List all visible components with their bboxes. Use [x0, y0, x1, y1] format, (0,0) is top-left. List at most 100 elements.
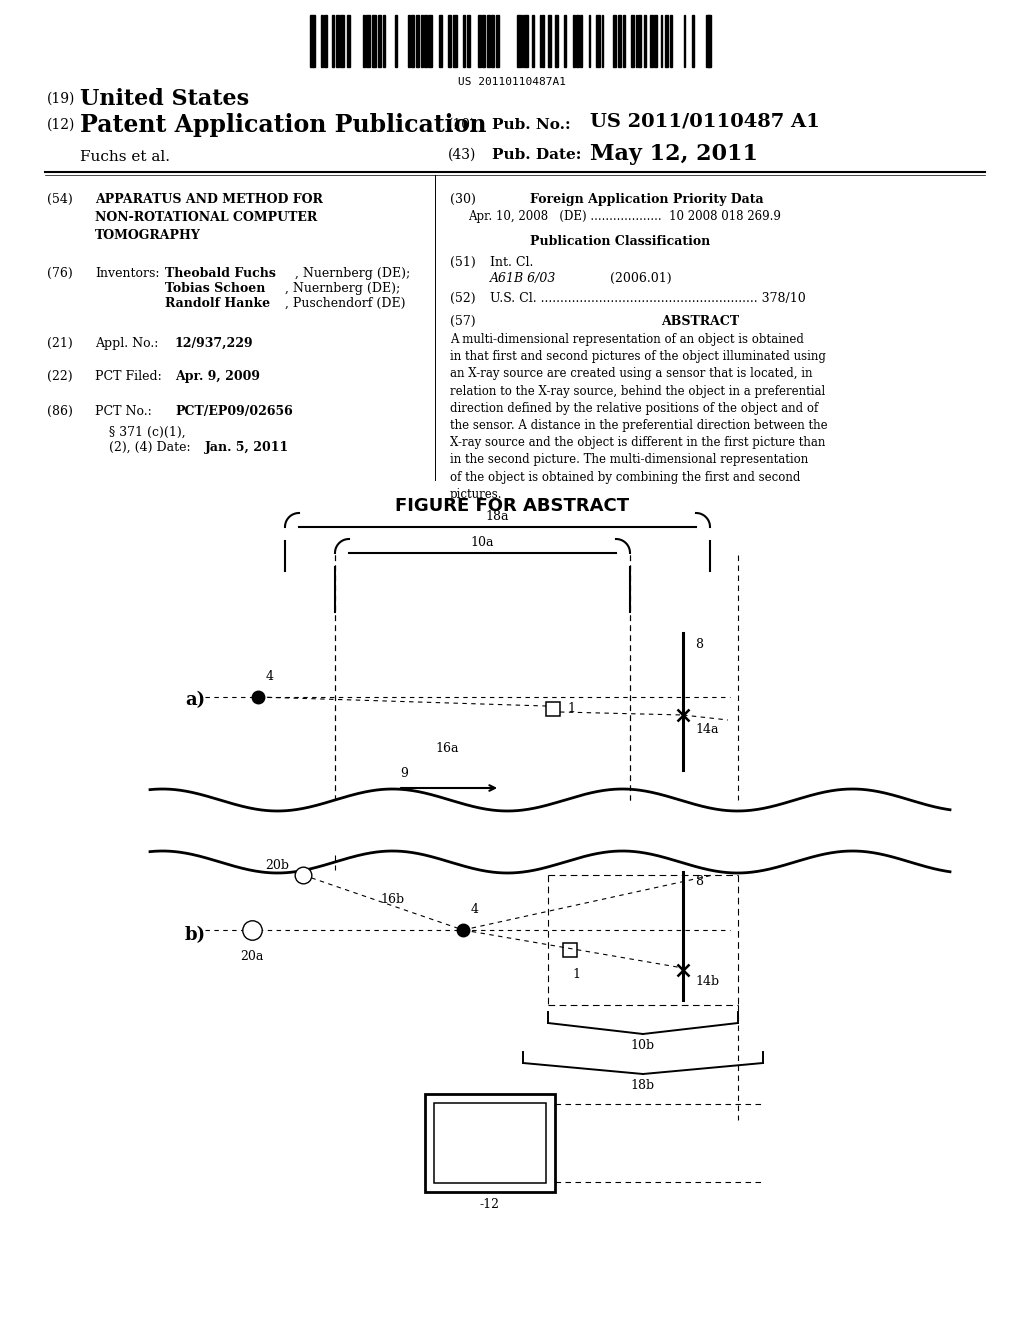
- Text: a): a): [185, 690, 205, 709]
- Text: Fuchs et al.: Fuchs et al.: [80, 150, 170, 164]
- Text: 10b: 10b: [631, 1039, 655, 1052]
- Bar: [589, 15, 590, 67]
- Text: Int. Cl.: Int. Cl.: [490, 256, 534, 269]
- Text: 8: 8: [695, 875, 703, 888]
- Bar: [487, 15, 489, 67]
- Text: (21): (21): [47, 337, 73, 350]
- Bar: [649, 15, 653, 67]
- Bar: [447, 15, 451, 67]
- Text: (76): (76): [47, 267, 73, 280]
- Text: (86): (86): [47, 405, 73, 418]
- Bar: [313, 15, 314, 67]
- Bar: [555, 15, 558, 67]
- Bar: [409, 15, 410, 67]
- Text: 12/937,229: 12/937,229: [175, 337, 254, 350]
- Bar: [434, 1104, 546, 1183]
- Bar: [395, 15, 397, 67]
- Bar: [706, 15, 708, 67]
- Text: (10): (10): [449, 117, 476, 132]
- Text: 18a: 18a: [485, 510, 509, 523]
- Bar: [575, 15, 580, 67]
- Bar: [482, 15, 485, 67]
- Bar: [548, 15, 551, 67]
- Bar: [325, 15, 328, 67]
- Bar: [417, 15, 419, 67]
- Bar: [708, 15, 711, 67]
- Text: Apr. 10, 2008   (DE) ...................  10 2008 018 269.9: Apr. 10, 2008 (DE) ................... 1…: [468, 210, 781, 223]
- Text: 16a: 16a: [435, 742, 459, 755]
- Bar: [497, 15, 499, 67]
- Bar: [531, 15, 534, 67]
- Bar: [383, 15, 385, 67]
- Bar: [638, 15, 641, 67]
- Text: A multi-dimensional representation of an object is obtained
in that first and se: A multi-dimensional representation of an…: [450, 333, 827, 500]
- Text: May 12, 2011: May 12, 2011: [590, 143, 758, 165]
- Bar: [478, 15, 481, 67]
- Text: 10a: 10a: [470, 536, 494, 549]
- Text: PCT/EP09/02656: PCT/EP09/02656: [175, 405, 293, 418]
- Text: , Puschendorf (DE): , Puschendorf (DE): [285, 297, 406, 310]
- Bar: [340, 15, 344, 67]
- Bar: [378, 15, 381, 67]
- Text: , Nuernberg (DE);: , Nuernberg (DE);: [295, 267, 411, 280]
- Text: 1: 1: [572, 968, 580, 981]
- Bar: [428, 15, 432, 67]
- Text: United States: United States: [80, 88, 249, 110]
- Bar: [521, 15, 523, 67]
- Text: PCT No.:: PCT No.:: [95, 405, 152, 418]
- Text: 9: 9: [400, 767, 408, 780]
- Bar: [490, 15, 495, 67]
- Text: (30): (30): [450, 193, 476, 206]
- Text: US 20110110487A1: US 20110110487A1: [458, 77, 566, 87]
- Bar: [624, 15, 625, 67]
- Bar: [618, 15, 622, 67]
- Bar: [580, 15, 582, 67]
- Text: FIGURE FOR ABSTRACT: FIGURE FOR ABSTRACT: [395, 498, 629, 515]
- Text: ABSTRACT: ABSTRACT: [660, 315, 739, 327]
- Text: 4: 4: [471, 903, 479, 916]
- Text: , Nuernberg (DE);: , Nuernberg (DE);: [285, 282, 400, 294]
- Text: 20b: 20b: [265, 859, 289, 873]
- Text: 14a: 14a: [695, 723, 719, 737]
- Text: (19): (19): [47, 92, 76, 106]
- Text: -12: -12: [480, 1199, 500, 1210]
- Bar: [347, 15, 350, 67]
- Bar: [546, 702, 560, 715]
- Bar: [322, 15, 324, 67]
- Text: (2), (4) Date:: (2), (4) Date:: [109, 441, 190, 454]
- Text: (2006.01): (2006.01): [610, 272, 672, 285]
- Bar: [692, 15, 694, 67]
- Text: Apr. 9, 2009: Apr. 9, 2009: [175, 370, 260, 383]
- Text: (57): (57): [450, 315, 475, 327]
- Text: Randolf Hanke: Randolf Hanke: [165, 297, 270, 310]
- Text: 16b: 16b: [380, 894, 404, 906]
- Text: (51): (51): [450, 256, 476, 269]
- Bar: [366, 15, 370, 67]
- Text: 4: 4: [266, 671, 274, 682]
- Bar: [542, 15, 544, 67]
- Text: PCT Filed:: PCT Filed:: [95, 370, 162, 383]
- Text: US 2011/0110487 A1: US 2011/0110487 A1: [590, 114, 820, 131]
- Bar: [644, 15, 645, 67]
- Text: Publication Classification: Publication Classification: [530, 235, 711, 248]
- Bar: [665, 15, 669, 67]
- Bar: [336, 15, 339, 67]
- Text: U.S. Cl. ........................................................ 378/10: U.S. Cl. ...............................…: [490, 292, 806, 305]
- Bar: [684, 15, 685, 67]
- Bar: [332, 15, 334, 67]
- Text: b): b): [185, 927, 206, 944]
- Bar: [670, 15, 672, 67]
- Text: Pub. No.:: Pub. No.:: [492, 117, 570, 132]
- Text: Patent Application Publication: Patent Application Publication: [80, 114, 486, 137]
- Bar: [463, 15, 465, 67]
- Bar: [632, 15, 634, 67]
- Text: Jan. 5, 2011: Jan. 5, 2011: [205, 441, 289, 454]
- Text: 1: 1: [567, 702, 575, 715]
- Bar: [421, 15, 423, 67]
- Bar: [653, 15, 656, 67]
- Bar: [564, 15, 566, 67]
- Text: Inventors:: Inventors:: [95, 267, 160, 280]
- Text: 14b: 14b: [695, 975, 719, 987]
- Text: (54): (54): [47, 193, 73, 206]
- Bar: [438, 15, 442, 67]
